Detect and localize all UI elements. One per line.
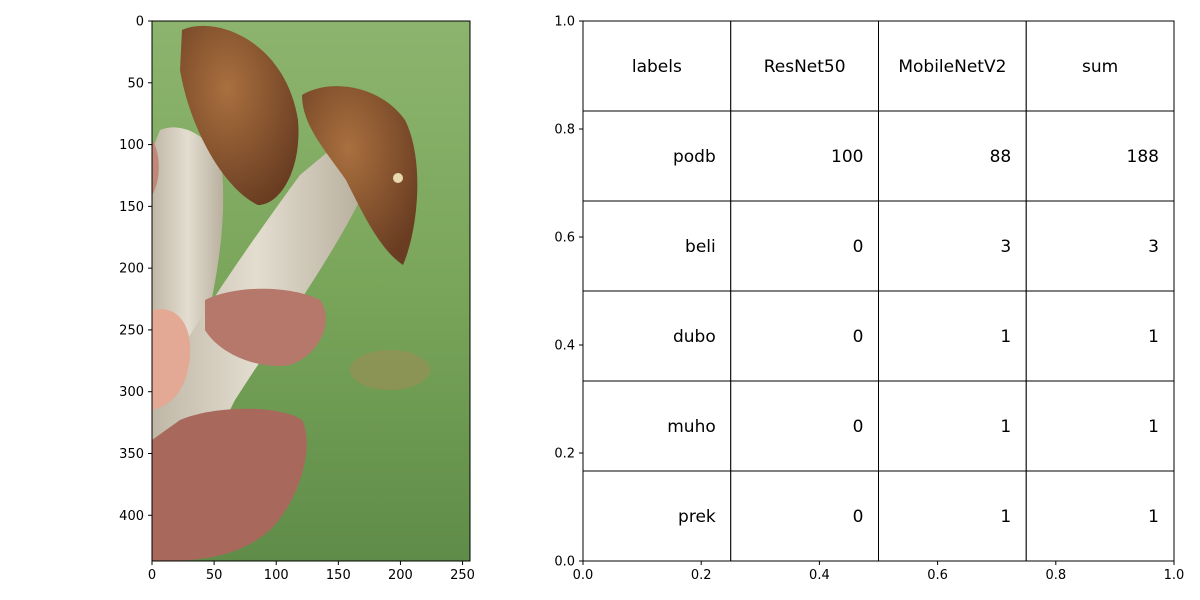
- table-cell: [878, 110, 1027, 202]
- photo-x-tick-label: 50: [206, 568, 223, 583]
- photo-x-tick-label: 150: [326, 568, 351, 583]
- photo-y-axis: 0 50 100 150 200 250 300 350 400: [119, 15, 152, 524]
- table-cell: [878, 200, 1027, 292]
- table-x-tick-label: 0.8: [1045, 568, 1066, 583]
- table-body-cell: 1: [1000, 327, 1011, 347]
- table-body-cell: 0: [853, 237, 864, 257]
- table-header-cell: sum: [1082, 57, 1118, 77]
- table-x-tick-label: 0.4: [809, 568, 830, 583]
- photo-y-tick-label: 150: [119, 200, 144, 215]
- table-y-tick-label: 0.2: [554, 447, 575, 462]
- table-cell: [1025, 110, 1175, 202]
- photo-y-tick-label: 100: [119, 138, 144, 153]
- table-cell: [730, 110, 879, 202]
- table-cell: [878, 470, 1027, 562]
- table-body-cell: muho: [667, 417, 716, 437]
- photo-y-tick-label: 400: [119, 509, 144, 524]
- photo-x-axis: 0 50 100 150 200 250: [148, 561, 475, 583]
- table-cell: [582, 200, 732, 292]
- table-y-axis: 0.0 0.2 0.4 0.6 0.8 1.0: [554, 15, 583, 570]
- table-frame: [582, 20, 1175, 562]
- table-body-cell: 3: [1000, 237, 1011, 257]
- photo-frame: [151, 20, 471, 562]
- photo-y-tick-label: 200: [119, 262, 144, 277]
- table-x-tick-label: 1.0: [1164, 568, 1185, 583]
- table-header-cell: MobileNetV2: [898, 57, 1006, 77]
- table-body-cell: 1: [1148, 327, 1159, 347]
- table-y-tick-label: 0.4: [554, 339, 575, 354]
- table-body-cell: 100: [831, 147, 863, 167]
- photo-x-tick-label: 250: [450, 568, 475, 583]
- table-body-cell: 0: [853, 417, 864, 437]
- table-header-cell: ResNet50: [764, 57, 846, 77]
- table-body-cell: 1: [1148, 417, 1159, 437]
- table-body-cell: 1: [1148, 507, 1159, 527]
- table-body-cell: 1: [1000, 507, 1011, 527]
- table-body-cell: 3: [1148, 237, 1159, 257]
- photo-axes: 0 50 100 150 200 250 0 50 100 150 200 250 300 350 400: [119, 15, 475, 584]
- table-cell: [730, 20, 879, 112]
- table-body-cell: podb: [673, 147, 716, 167]
- table-x-tick-label: 0.0: [573, 568, 594, 583]
- table-y-tick-label: 0.8: [554, 123, 575, 138]
- table-cell: [1025, 290, 1175, 382]
- photo-y-tick-label: 250: [119, 323, 144, 338]
- table-y-tick-label: 1.0: [554, 15, 575, 30]
- table-body-cell: 88: [990, 147, 1012, 167]
- table-x-tick-label: 0.6: [927, 568, 948, 583]
- table-cell: [1025, 380, 1175, 472]
- table-cell: [1025, 200, 1175, 292]
- table-cell: [730, 380, 879, 472]
- mushroom-photo: [152, 21, 470, 561]
- photo-x-tick-label: 0: [148, 568, 156, 583]
- table-x-axis: 0.0 0.2 0.4 0.6 0.8 1.0: [573, 561, 1185, 583]
- table-body-cell: 0: [853, 327, 864, 347]
- photo-x-tick-label: 100: [264, 568, 289, 583]
- table-cell: [582, 110, 732, 202]
- table-body-cell: dubo: [673, 327, 716, 347]
- table-body-cell: beli: [685, 237, 716, 257]
- table-body-cell: 1: [1000, 417, 1011, 437]
- photo-y-tick-label: 0: [136, 15, 144, 30]
- table-cell: [582, 380, 732, 472]
- photo-x-tick-label: 200: [388, 568, 413, 583]
- table-header-cell: labels: [632, 57, 682, 77]
- photo-y-tick-label: 50: [127, 76, 144, 91]
- table-cell: [730, 470, 879, 562]
- photo-y-tick-label: 300: [119, 385, 144, 400]
- table-body-cell: 188: [1127, 147, 1159, 167]
- table-x-tick-label: 0.2: [691, 568, 712, 583]
- table-body-cell: 0: [853, 507, 864, 527]
- table-cell: [878, 380, 1027, 472]
- photo-y-tick-label: 350: [119, 447, 144, 462]
- table-body-cell: prek: [678, 507, 716, 527]
- table-y-tick-label: 0.0: [554, 555, 575, 570]
- table-y-tick-label: 0.6: [554, 231, 575, 246]
- table-cell: [730, 200, 879, 292]
- table-cell: [730, 290, 879, 382]
- table-cell: [878, 20, 1027, 112]
